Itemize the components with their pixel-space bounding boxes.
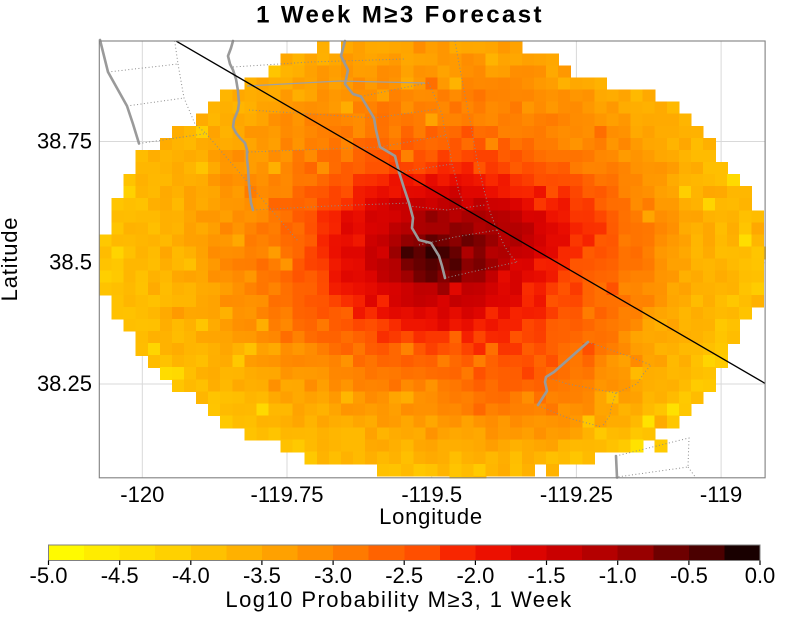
svg-text:-2.0: -2.0 — [456, 563, 494, 588]
svg-text:1 Week M≥3 Forecast: 1 Week M≥3 Forecast — [256, 2, 544, 29]
svg-text:-4.5: -4.5 — [101, 563, 139, 588]
svg-text:Latitude: Latitude — [0, 217, 22, 302]
svg-text:-119: -119 — [700, 482, 742, 507]
svg-text:Longitude: Longitude — [379, 504, 483, 529]
svg-text:-2.5: -2.5 — [385, 563, 423, 588]
svg-text:-119.25: -119.25 — [540, 482, 613, 507]
svg-text:Log10 Probability M≥3, 1 Week: Log10 Probability M≥3, 1 Week — [225, 587, 572, 612]
svg-text:-5.0: -5.0 — [30, 563, 68, 588]
svg-text:-1.0: -1.0 — [599, 563, 637, 588]
svg-text:-3.5: -3.5 — [243, 563, 281, 588]
svg-text:0.0: 0.0 — [745, 563, 776, 588]
svg-text:-4.0: -4.0 — [172, 563, 210, 588]
svg-text:-1.5: -1.5 — [528, 563, 566, 588]
svg-text:38.75: 38.75 — [37, 129, 92, 154]
svg-text:-120: -120 — [120, 482, 164, 507]
svg-text:38.25: 38.25 — [37, 371, 92, 396]
svg-text:-119.5: -119.5 — [401, 482, 462, 507]
svg-text:-0.5: -0.5 — [670, 563, 708, 588]
svg-text:-3.0: -3.0 — [314, 563, 352, 588]
svg-text:38.5: 38.5 — [49, 250, 92, 275]
svg-text:-119.75: -119.75 — [251, 482, 324, 507]
